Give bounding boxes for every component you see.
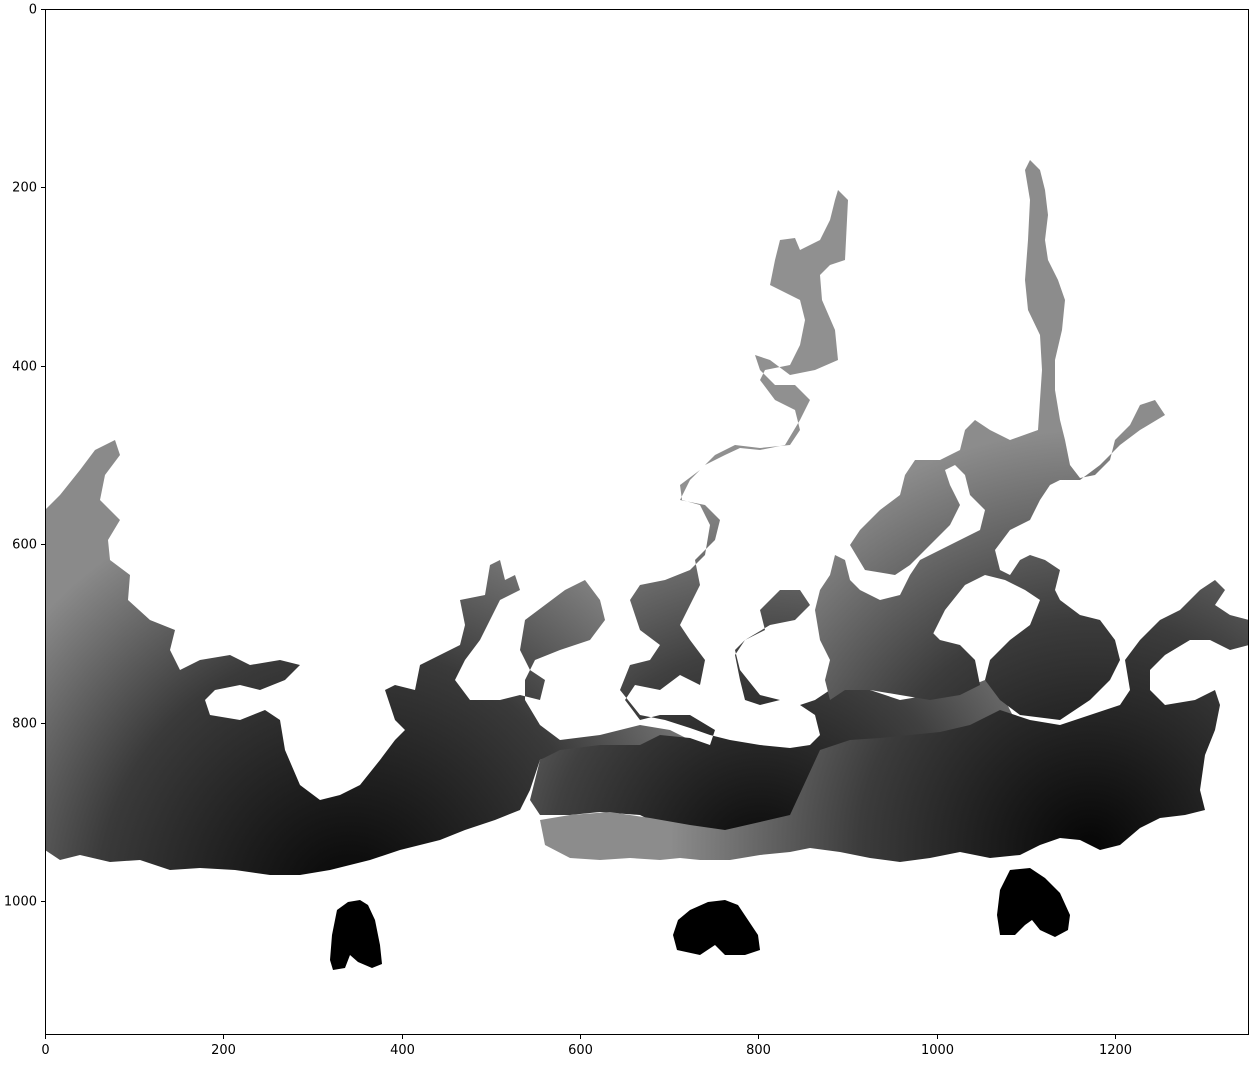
x-tick-label: 200 [211,1043,236,1058]
right-lower-blob [540,580,1249,862]
x-tick-label: 800 [746,1043,771,1058]
x-tick-label: 1200 [1099,1043,1132,1058]
x-tick-label: 1000 [921,1043,954,1058]
image-area [45,9,1249,1035]
y-tick-label: 1000 [4,895,37,910]
y-tick-label: 800 [12,717,37,732]
x-axis-ticks: 0 200 400 600 800 1000 1200 [41,1035,1132,1058]
y-tick-label: 600 [12,538,37,553]
center-blob [530,190,1020,840]
y-tick-label: 200 [12,181,37,196]
y-tick-label: 400 [12,360,37,375]
left-blob [45,440,700,875]
right-blob [815,160,1165,720]
x-tick-label: 400 [390,1043,415,1058]
y-tick-label: 0 [29,3,37,18]
x-tick-label: 0 [41,1043,49,1058]
y-axis-ticks: 0 200 400 600 800 1000 [4,3,45,910]
right-drip [997,868,1070,937]
x-tick-label: 600 [568,1043,593,1058]
plot-frame [45,9,1249,1035]
left-drip [330,900,382,970]
image-background [45,9,1249,1035]
center-drip [673,900,760,955]
